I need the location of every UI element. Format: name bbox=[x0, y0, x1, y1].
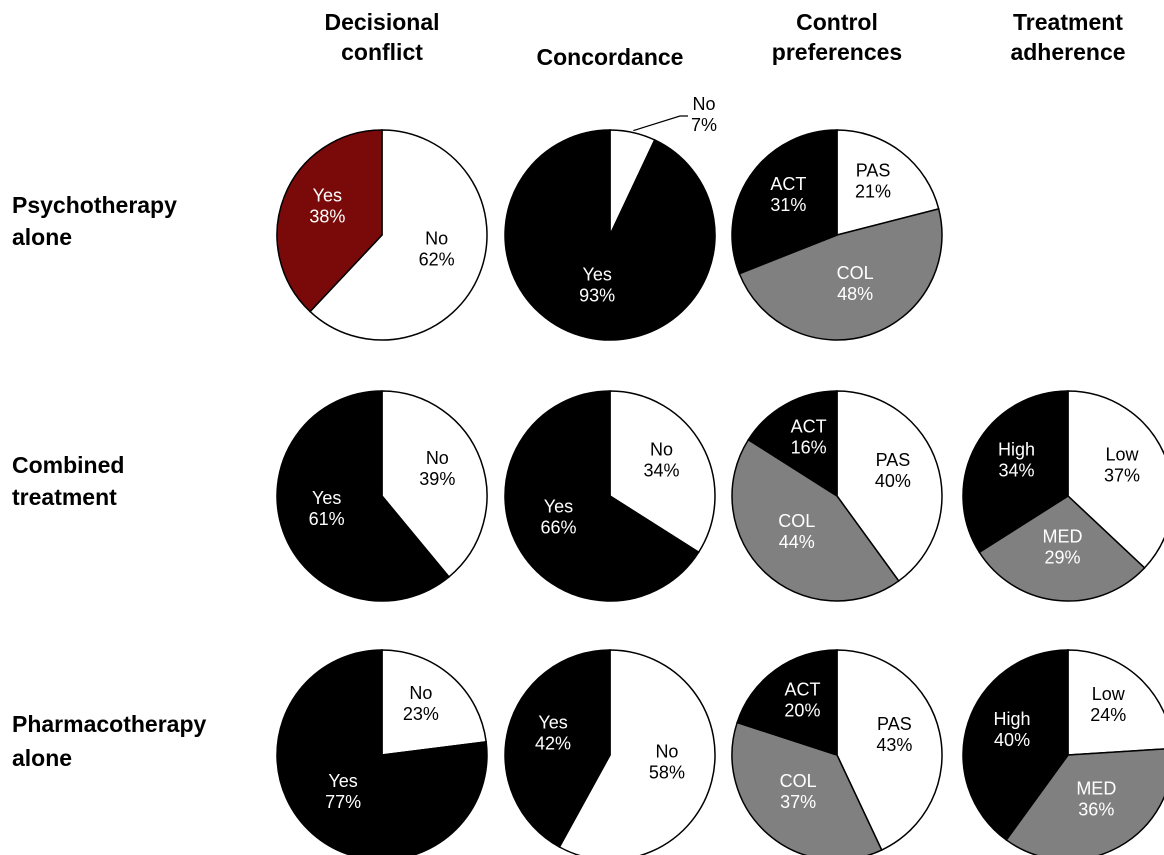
pie-slice bbox=[1067, 390, 1164, 569]
slice-label: Yes 38% bbox=[309, 185, 345, 226]
slice-label: Low 37% bbox=[1104, 445, 1140, 486]
leader-line bbox=[633, 115, 688, 132]
slice-label: Yes 42% bbox=[535, 712, 571, 753]
pie-slice bbox=[962, 649, 1069, 841]
pie-slice bbox=[558, 649, 716, 855]
slice-label: Yes 61% bbox=[309, 488, 345, 529]
pie: No 34% Yes 66% bbox=[504, 390, 716, 602]
column-header: Decisional conflict bbox=[324, 9, 439, 65]
pie-slice bbox=[836, 649, 943, 852]
pie-slice bbox=[1067, 649, 1164, 756]
column-header: Treatment adherence bbox=[1010, 9, 1125, 65]
pie-slice bbox=[504, 390, 700, 602]
slice-label: PAS 21% bbox=[855, 161, 891, 202]
slice-label: No 7% bbox=[691, 94, 717, 135]
slice-label: ACT 31% bbox=[770, 174, 806, 215]
slice-label: High 34% bbox=[998, 440, 1035, 481]
pie-slice bbox=[731, 438, 900, 602]
pie-slice bbox=[381, 390, 488, 578]
pie-slice bbox=[504, 129, 716, 341]
slice-label: ACT 16% bbox=[791, 416, 827, 457]
pie: PAS 21% COL 48% ACT 31% bbox=[731, 129, 943, 341]
pie-slice bbox=[504, 649, 611, 849]
slice-label: COL 44% bbox=[778, 511, 815, 552]
pie-slice bbox=[962, 390, 1069, 554]
slice-label: High 40% bbox=[994, 709, 1031, 750]
pie: PAS 40% COL 44% ACT 16% bbox=[731, 390, 943, 602]
pie-slice bbox=[978, 495, 1146, 602]
pie-slice bbox=[276, 390, 450, 602]
pie-slice bbox=[738, 207, 943, 341]
pie-slice bbox=[731, 721, 883, 855]
slice-label: MED 36% bbox=[1076, 779, 1116, 820]
slice-label: PAS 40% bbox=[875, 450, 911, 491]
slice-label: No 58% bbox=[649, 742, 685, 783]
slice-label: ACT 20% bbox=[784, 679, 820, 720]
slice-label: COL 48% bbox=[837, 263, 874, 304]
row-header: Pharmacotherapy alone bbox=[12, 711, 207, 771]
pie-slice bbox=[309, 129, 488, 341]
row-header: Psychotherapy alone bbox=[12, 192, 177, 250]
pie: No 62% Yes 38% bbox=[276, 129, 488, 341]
pie-slice bbox=[747, 390, 838, 498]
row-header: Combined treatment bbox=[12, 452, 124, 510]
pie: No 7% Yes 93% bbox=[504, 94, 717, 341]
pie-slice bbox=[836, 129, 940, 236]
slice-label: Low 24% bbox=[1090, 684, 1126, 725]
pie: PAS 43% COL 37% ACT 20% bbox=[731, 649, 943, 855]
slice-label: Yes 77% bbox=[325, 771, 361, 812]
column-header: Concordance bbox=[537, 44, 684, 70]
slice-label: Yes 93% bbox=[579, 264, 615, 305]
pie-slice bbox=[736, 649, 838, 757]
pie-slice bbox=[276, 129, 383, 313]
pie-slice bbox=[276, 649, 488, 855]
slice-label: No 39% bbox=[419, 448, 455, 489]
pie: No 58% Yes 42% bbox=[504, 649, 716, 855]
pie-slice bbox=[731, 129, 838, 275]
pie-slice bbox=[381, 649, 488, 756]
column-header: Control preferences bbox=[772, 9, 902, 65]
slice-label: MED 29% bbox=[1042, 527, 1082, 568]
pie: No 23% Yes 77% bbox=[276, 649, 488, 855]
slice-label: Yes 66% bbox=[540, 496, 576, 537]
pie-slice bbox=[836, 390, 943, 582]
slice-label: No 34% bbox=[644, 440, 680, 481]
pie: Low 37% MED 29% High 34% bbox=[962, 390, 1164, 602]
slice-label: COL 37% bbox=[780, 771, 817, 812]
slice-label: PAS 43% bbox=[876, 714, 912, 755]
pie: No 39% Yes 61% bbox=[276, 390, 488, 602]
slice-label: No 23% bbox=[403, 683, 439, 724]
slice-label: No 62% bbox=[419, 229, 455, 270]
pie-slice bbox=[1005, 748, 1164, 855]
pie: Low 24% MED 36% High 40% bbox=[962, 649, 1164, 855]
